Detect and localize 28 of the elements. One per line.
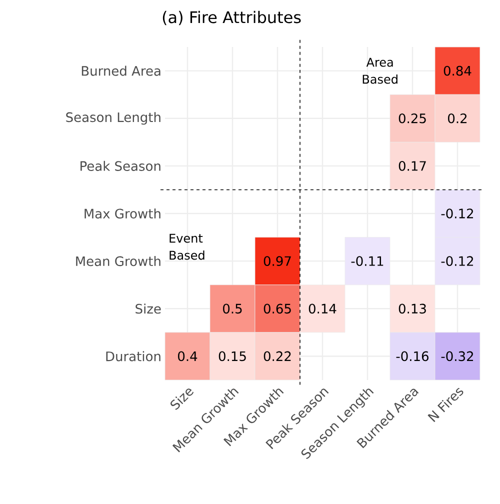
- data-label: 0.25: [398, 113, 426, 124]
- y-tick-label: Duration: [106, 351, 160, 362]
- data-label: 0.84: [444, 66, 472, 76]
- chart-title: (a) Fire Attributes: [162, 10, 301, 26]
- data-label: -0.32: [441, 351, 473, 362]
- y-tick-label: Season Length: [66, 112, 160, 125]
- annotation: Event Based: [170, 234, 204, 260]
- data-label: 0.17: [398, 161, 426, 171]
- data-label: -0.12: [441, 256, 473, 266]
- data-label: 0.15: [218, 351, 246, 362]
- y-tick-label: Size: [136, 304, 161, 314]
- data-label: 0.2: [448, 113, 467, 124]
- data-label: -0.11: [351, 256, 384, 266]
- annotation: Area Based: [362, 58, 398, 84]
- data-label: 0.97: [264, 256, 291, 266]
- data-label: 0.4: [178, 351, 198, 362]
- y-tick-label: Mean Growth: [76, 256, 160, 266]
- data-label: -0.12: [441, 208, 473, 218]
- data-label: 0.65: [264, 304, 291, 314]
- y-tick-label: Burned Area: [82, 66, 160, 76]
- data-label: 0.14: [308, 304, 336, 314]
- x-tick-label: Size: [170, 388, 194, 410]
- data-label: 0.13: [398, 304, 426, 314]
- data-label: 0.22: [264, 351, 291, 362]
- y-tick-label: Peak Season: [80, 160, 160, 171]
- data-label: 0.5: [223, 304, 242, 314]
- data-label: -0.16: [396, 351, 428, 362]
- y-tick-label: Max Growth: [84, 208, 160, 219]
